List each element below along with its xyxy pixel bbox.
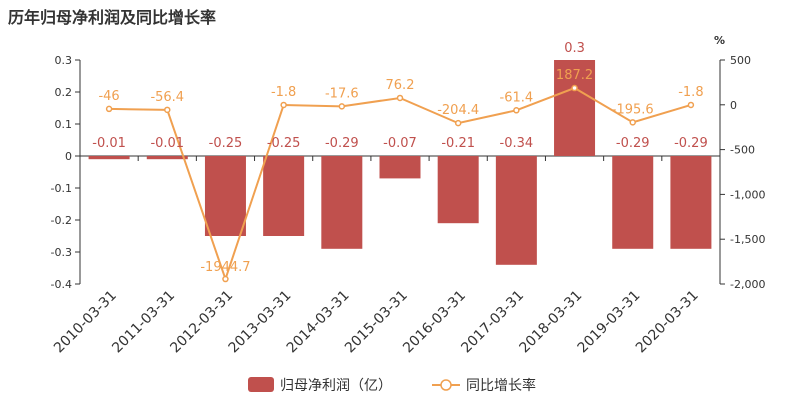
bar xyxy=(321,156,363,249)
bar-value-label: -0.25 xyxy=(267,136,301,151)
y-left-tick-label: -0.4 xyxy=(51,278,72,291)
line-value-label: -1.8 xyxy=(271,85,296,100)
bar xyxy=(146,156,188,160)
line-value-label: -195.6 xyxy=(612,102,654,117)
bar-value-label: -0.01 xyxy=(92,136,126,151)
line-value-label: -61.4 xyxy=(500,90,534,105)
bar-value-label: -0.29 xyxy=(325,136,359,151)
y-right-tick-label: -2,000 xyxy=(730,278,765,291)
y-right-tick-label: 0 xyxy=(730,99,737,112)
line-point xyxy=(571,84,578,92)
y-right-tick-label: -500 xyxy=(730,144,755,157)
bar-value-label: -0.34 xyxy=(500,136,534,151)
legend[interactable]: 归母净利润（亿） 同比增长率 xyxy=(248,377,536,394)
bar-value-label: -0.29 xyxy=(616,136,650,151)
y-left-tick-label: 0.2 xyxy=(55,86,73,99)
legend-line-marker xyxy=(440,379,452,391)
bar-value-label: -0.21 xyxy=(441,136,475,151)
chart-title: 历年归母净利润及同比增长率 xyxy=(8,8,217,27)
line-value-label: -1.8 xyxy=(678,85,703,100)
bar-value-label: -0.29 xyxy=(674,136,708,151)
bar xyxy=(88,156,130,160)
line-value-label: -46 xyxy=(98,89,119,104)
bar-value-label: -0.01 xyxy=(150,136,184,151)
line-value-label: 187.2 xyxy=(556,68,593,83)
bar xyxy=(495,156,537,265)
bar xyxy=(670,156,712,249)
growth-line xyxy=(109,86,692,283)
bar-value-label: 0.3 xyxy=(564,41,585,56)
line-point xyxy=(396,94,404,102)
line-value-label: -17.6 xyxy=(325,86,359,101)
bar-series xyxy=(88,60,712,265)
bar-value-label: -0.07 xyxy=(383,136,417,151)
bar xyxy=(204,156,246,236)
y-left-tick-label: -0.3 xyxy=(51,246,72,259)
line-value-label: -56.4 xyxy=(150,90,184,105)
line-point xyxy=(687,101,695,109)
line-point xyxy=(338,103,346,110)
data-labels: -0.01 -0.01 -0.25 -0.25 -0.29 -0.07 -0.21 -0.34… xyxy=(92,41,707,275)
line-series xyxy=(105,84,695,283)
y-right-unit: % xyxy=(714,34,725,47)
legend-bar-swatch xyxy=(248,377,274,392)
bar xyxy=(612,156,654,249)
line-point xyxy=(222,275,229,283)
y-right-tick-label: -1,000 xyxy=(730,188,765,201)
line-point xyxy=(454,119,462,127)
y-left-tick-label: 0.1 xyxy=(55,118,73,131)
legend-line-label: 同比增长率 xyxy=(466,377,536,394)
line-value-label: 76.2 xyxy=(386,78,415,93)
y-left-tick-label: -0.2 xyxy=(51,214,72,227)
bar xyxy=(263,156,305,236)
line-value-label: -1944.7 xyxy=(200,260,250,275)
line-point xyxy=(105,105,113,113)
y-right-tick-label: -1,500 xyxy=(730,233,765,246)
legend-bar-label: 归母净利润（亿） xyxy=(280,377,392,394)
line-point xyxy=(513,107,520,114)
y-left-tick-label: 0.3 xyxy=(55,54,73,67)
bar xyxy=(379,156,421,179)
y-left-tick-label: -0.1 xyxy=(51,182,72,195)
y-right-tick-label: 500 xyxy=(730,54,751,67)
y-left-tick-label: 0 xyxy=(65,150,72,163)
bar xyxy=(437,156,479,224)
line-point xyxy=(629,119,636,126)
bar xyxy=(554,60,596,156)
bar-value-label: -0.25 xyxy=(209,136,243,151)
line-point xyxy=(280,101,287,109)
line-value-label: -204.4 xyxy=(437,103,479,118)
x-tick-label: 2020-03-31 xyxy=(633,288,702,357)
line-point xyxy=(164,106,171,114)
